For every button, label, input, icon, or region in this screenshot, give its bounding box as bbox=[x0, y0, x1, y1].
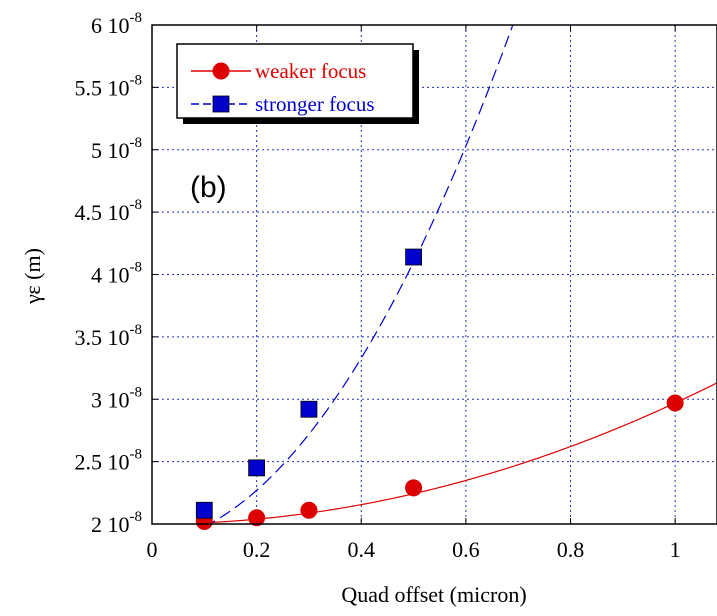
y-tick-label: 3 10-8 bbox=[91, 384, 142, 412]
x-tick-label: 1 bbox=[670, 537, 681, 562]
y-tick-label: 3.5 10-8 bbox=[75, 322, 143, 350]
data-point bbox=[248, 509, 266, 527]
fit-curves bbox=[204, 25, 717, 524]
y-tick-label: 5 10-8 bbox=[91, 135, 142, 163]
data-point bbox=[300, 400, 318, 418]
y-tick-label: 2 10-8 bbox=[91, 509, 142, 537]
y-tick-labels: 2 10-8 2.5 10-8 3 10-8 3.5 10-8 4 10-8 4.5 10… bbox=[75, 10, 143, 537]
legend: weaker focus stronger focus bbox=[176, 43, 419, 124]
data-point bbox=[248, 459, 266, 477]
series-line bbox=[204, 382, 717, 524]
data-markers bbox=[195, 248, 684, 531]
legend-item: weaker focus bbox=[191, 59, 366, 83]
series-line bbox=[207, 25, 514, 524]
grid bbox=[151, 24, 717, 525]
data-point bbox=[300, 501, 318, 519]
x-axis-label: Quad offset (micron) bbox=[341, 582, 526, 607]
legend-marker bbox=[212, 95, 230, 113]
data-point bbox=[405, 479, 423, 497]
y-tick-label: 6 10-8 bbox=[91, 10, 142, 38]
panel-annotation: (b) bbox=[190, 171, 227, 204]
legend-label: stronger focus bbox=[255, 92, 375, 116]
y-axis-label: γε (m) bbox=[20, 248, 45, 305]
x-tick-label: 0.6 bbox=[452, 537, 480, 562]
data-point bbox=[666, 394, 684, 412]
y-tick-label: 4 10-8 bbox=[91, 260, 142, 288]
data-point bbox=[195, 501, 213, 519]
x-tick-label: 0.4 bbox=[348, 537, 376, 562]
x-tick-label: 0.8 bbox=[557, 537, 585, 562]
plot-frame bbox=[151, 24, 717, 525]
legend-marker bbox=[212, 62, 230, 80]
x-tick-label: 0 bbox=[147, 537, 158, 562]
y-tick-label: 2.5 10-8 bbox=[75, 447, 143, 475]
x-tick-labels: 0 0.2 0.4 0.6 0.8 1 bbox=[147, 537, 681, 562]
y-tick-label: 4.5 10-8 bbox=[75, 197, 143, 225]
x-tick-label: 0.2 bbox=[243, 537, 271, 562]
y-tick-label: 5.5 10-8 bbox=[75, 72, 143, 100]
legend-item: stronger focus bbox=[191, 92, 375, 116]
data-point bbox=[405, 248, 422, 266]
legend-label: weaker focus bbox=[255, 59, 366, 83]
